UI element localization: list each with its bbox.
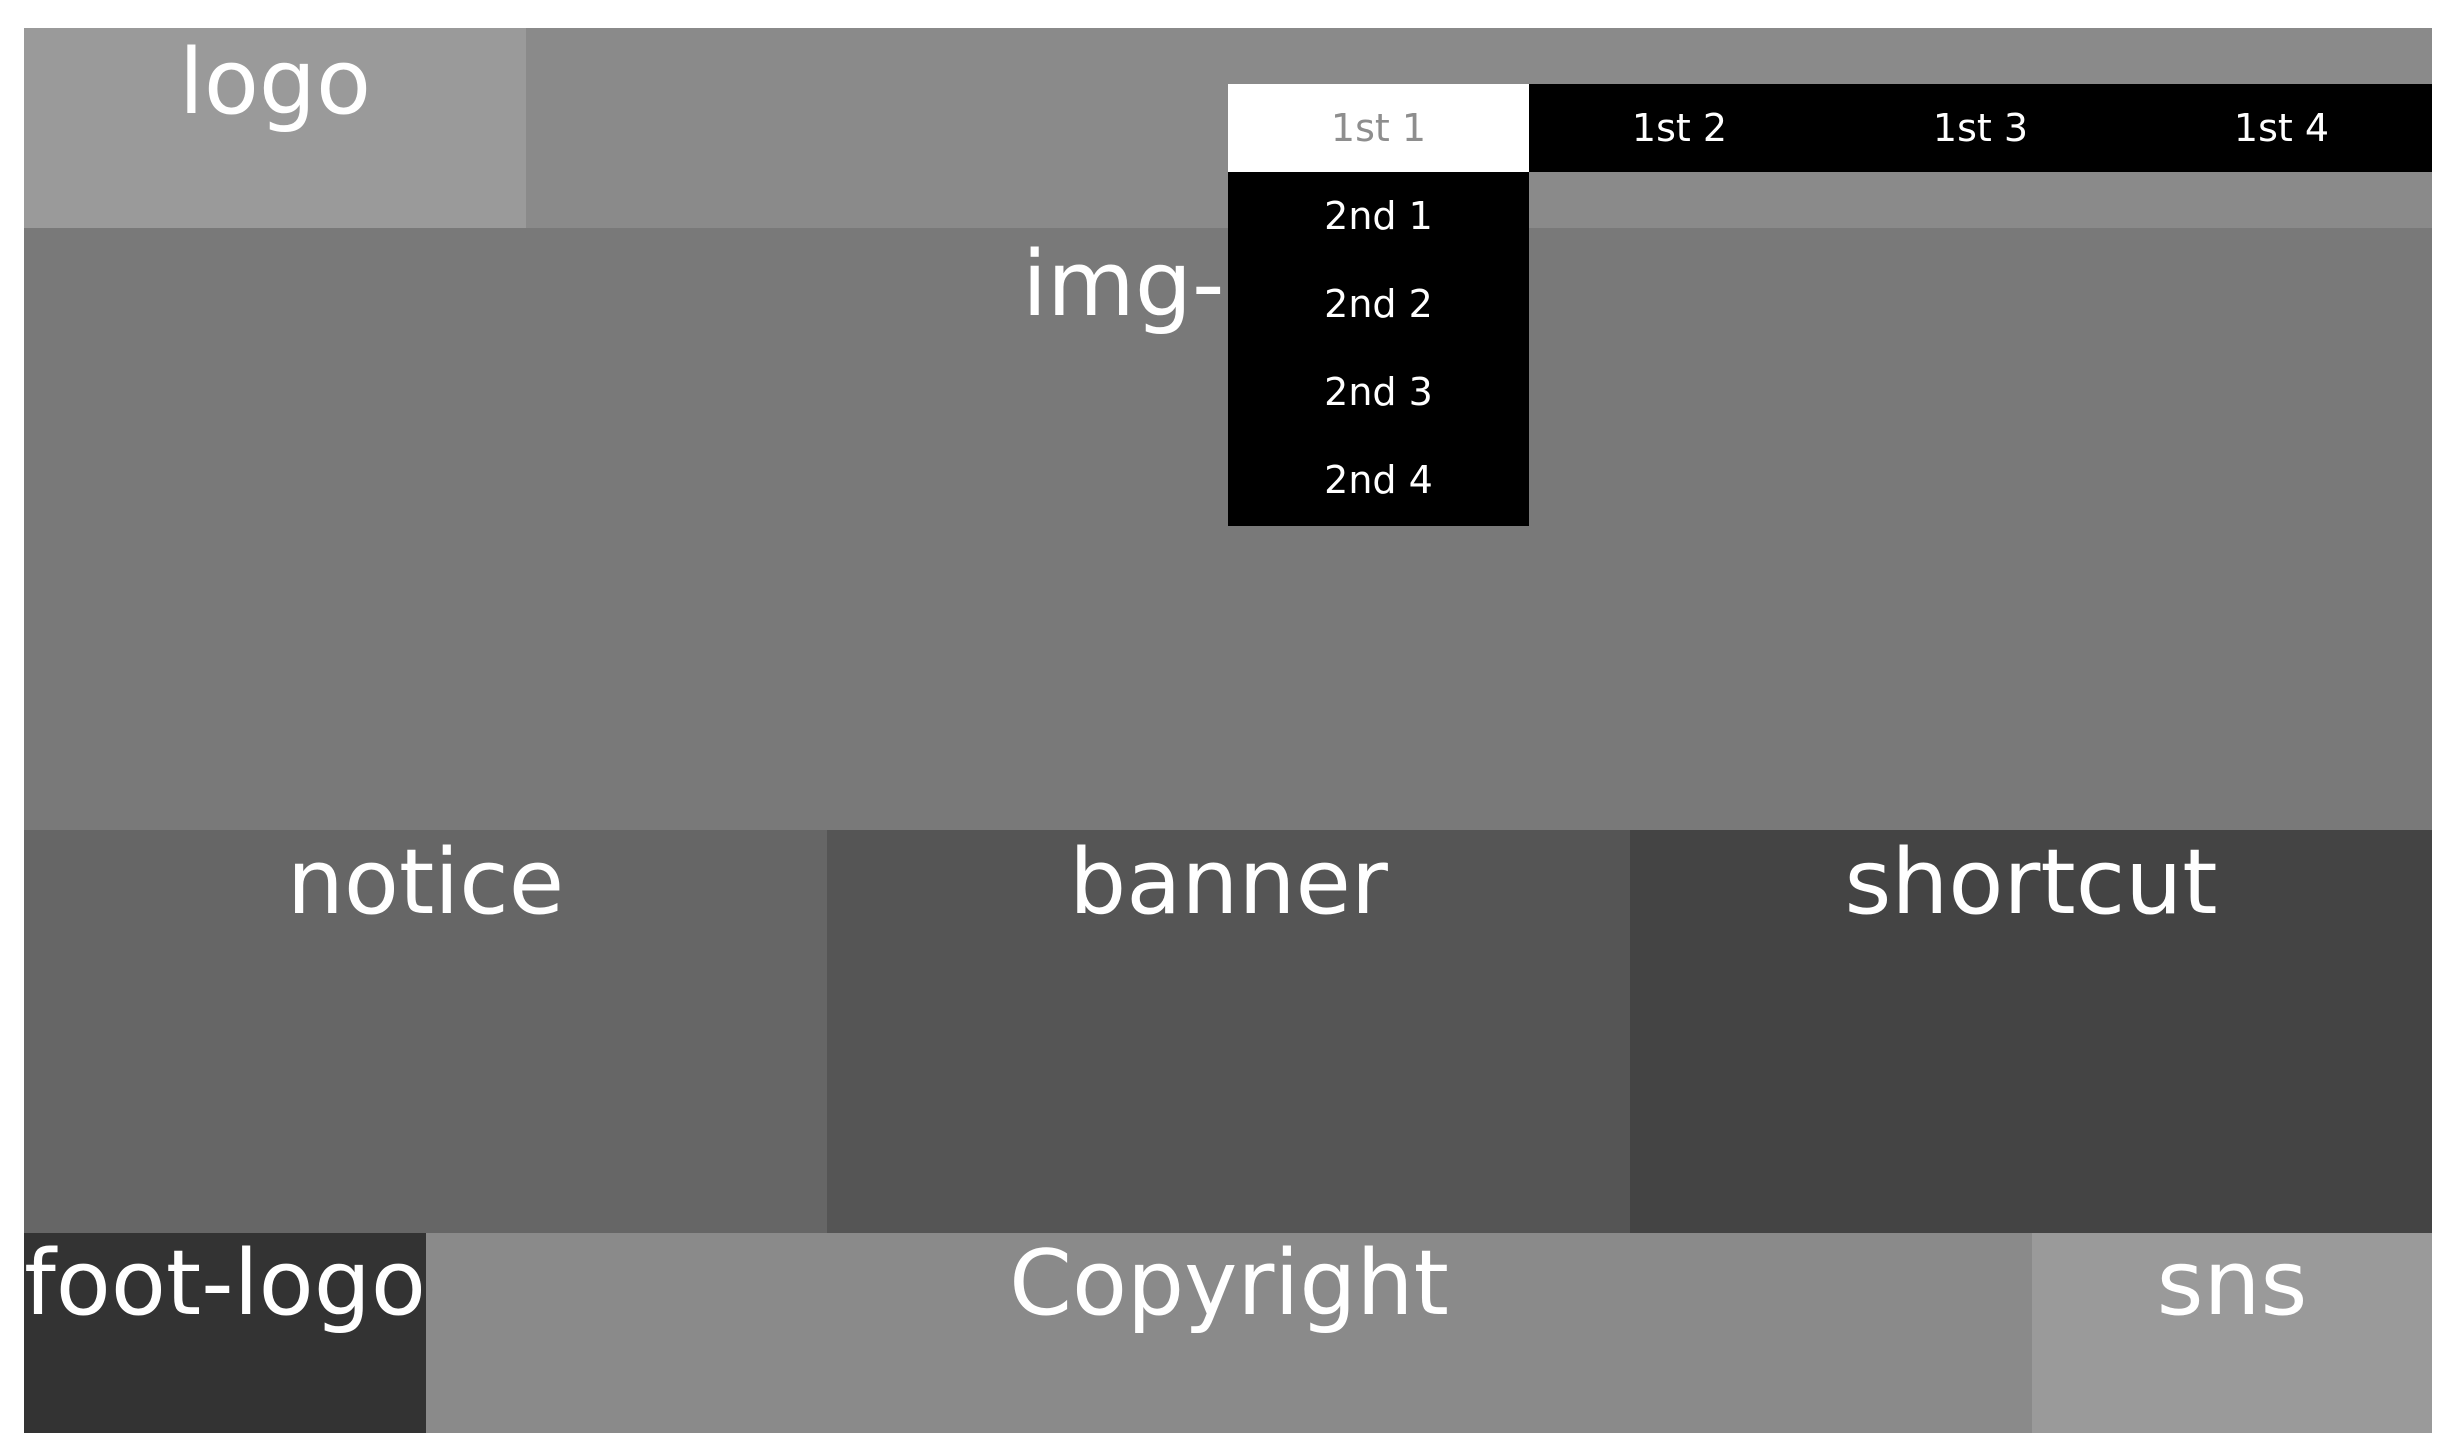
copyright-label: Copyright [1009,1231,1449,1336]
nav-item-1st-4[interactable]: 1st 4 [2131,84,2432,172]
shortcut-section: shortcut [1630,830,2432,1233]
foot-logo-label: foot-logo [24,1231,426,1336]
submenu-dropdown: 2nd 1 2nd 2 2nd 3 2nd 4 [1228,172,1529,526]
submenu-item-2nd-3[interactable]: 2nd 3 [1324,370,1433,414]
foot-logo[interactable]: foot-logo [24,1233,426,1433]
nav-item-1st-3[interactable]: 1st 3 [1830,84,2131,172]
logo[interactable]: logo [24,28,526,228]
notice-section: notice [24,830,827,1233]
sns[interactable]: sns [2032,1233,2432,1433]
submenu-item-2nd-2[interactable]: 2nd 2 [1324,282,1433,326]
copyright: Copyright [426,1233,2032,1433]
nav-item-1st-1[interactable]: 1st 1 [1228,84,1529,172]
submenu-item-2nd-1[interactable]: 2nd 1 [1324,194,1433,238]
shortcut-label: shortcut [1844,830,2218,935]
sns-label: sns [2156,1231,2308,1336]
logo-label: logo [178,30,372,135]
notice-label: notice [286,830,565,935]
banner-label: banner [1069,830,1388,935]
nav-item-1st-2[interactable]: 1st 2 [1529,84,1830,172]
main-nav: 1st 1 1st 2 1st 3 1st 4 [1228,84,2432,172]
submenu-item-2nd-4[interactable]: 2nd 4 [1324,458,1433,502]
banner-section: banner [827,830,1630,1233]
